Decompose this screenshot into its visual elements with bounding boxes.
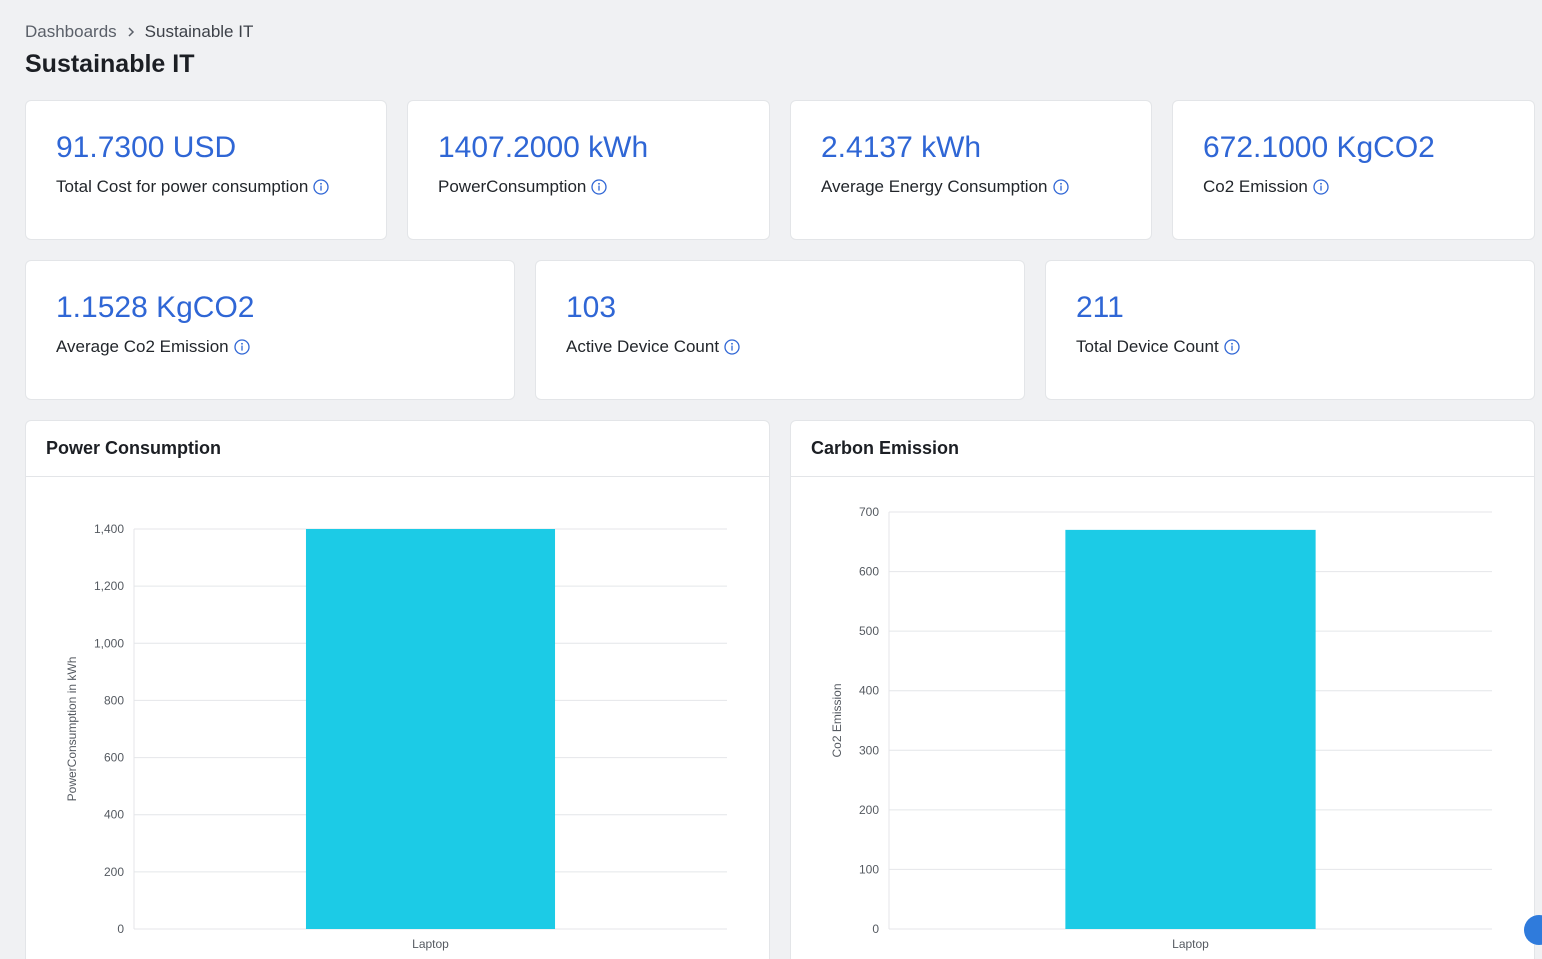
kpi-label: Total Cost for power consumption [56, 177, 309, 196]
kpi-label-row: Co2 Emission [1203, 177, 1329, 197]
y-tick-label: 1,000 [94, 636, 124, 650]
kpi-label: Co2 Emission [1203, 177, 1308, 196]
y-tick-label: 1,400 [94, 522, 124, 536]
y-tick-label: 100 [859, 862, 879, 876]
info-circle-icon[interactable] [591, 179, 608, 195]
info-circle-icon[interactable] [724, 339, 740, 355]
kpi-card-average-energy: 2.4137 kWh Average Energy Consumption [790, 100, 1152, 240]
info-circle-icon[interactable] [1052, 179, 1069, 195]
info-circle-icon[interactable] [1224, 339, 1240, 355]
kpi-label: Active Device Count [566, 337, 720, 356]
breadcrumb-dashboards-link[interactable]: Dashboards [25, 22, 117, 41]
y-tick-label: 500 [859, 624, 879, 638]
kpi-label-row: Average Co2 Emission [56, 337, 250, 357]
power-consumption-chart-card: Power Consumption 0 200 400 600 800 1,000 1,20… [25, 420, 770, 959]
chevron-right-icon [128, 27, 134, 37]
y-tick-label: 200 [104, 865, 124, 879]
breadcrumb: Dashboards Sustainable IT [25, 22, 253, 42]
power-consumption-chart: 0 200 400 600 800 1,000 1,200 1,400 Laptop PowerC… [65, 522, 727, 951]
kpi-card-active-device-count: 103 Active Device Count [535, 260, 1025, 400]
y-tick-label: 0 [117, 922, 124, 936]
y-axis-label: Co2 Emission [830, 683, 844, 757]
y-tick-label: 200 [859, 803, 879, 817]
kpi-label: Average Co2 Emission [56, 337, 229, 356]
y-tick-label: 400 [104, 808, 124, 822]
chart-header: Carbon Emission [791, 421, 1534, 477]
y-tick-label: 700 [859, 505, 879, 519]
info-circle-icon[interactable] [1313, 179, 1329, 195]
info-circle-icon[interactable] [233, 339, 250, 355]
carbon-emission-chart-card: Carbon Emission 0 100 200 300 400 500 600 700 La… [790, 420, 1535, 959]
x-tick-label: Laptop [1172, 937, 1209, 951]
kpi-value: 2.4137 kWh [821, 131, 982, 164]
y-tick-label: 300 [859, 743, 879, 757]
y-tick-label: 600 [104, 751, 124, 765]
kpi-card-total-device-count: 211 Total Device Count [1045, 260, 1535, 400]
kpi-label: Total Device Count [1076, 337, 1219, 356]
kpi-card-average-co2: 1.1528 KgCO2 Average Co2 Emission [25, 260, 515, 400]
page-title: Sustainable IT [25, 50, 195, 78]
chart-title: Carbon Emission [811, 438, 960, 458]
help-fab-button[interactable] [1524, 915, 1542, 945]
y-tick-label: 400 [859, 684, 879, 698]
kpi-label-row: Active Device Count [566, 337, 740, 357]
kpi-value: 211 [1076, 291, 1124, 324]
y-tick-label: 1,200 [94, 579, 124, 593]
kpi-label-row: Average Energy Consumption [821, 177, 1069, 197]
kpi-label-row: Total Device Count [1076, 337, 1240, 357]
kpi-label-row: PowerConsumption [438, 177, 608, 197]
breadcrumb-current: Sustainable IT [144, 22, 254, 41]
kpi-value: 1.1528 KgCO2 [56, 291, 255, 324]
bar [1065, 529, 1316, 929]
kpi-label: PowerConsumption [438, 177, 587, 196]
kpi-value: 672.1000 KgCO2 [1203, 131, 1435, 164]
kpi-card-total-cost: 91.7300 USD Total Cost for power consump… [25, 100, 387, 240]
y-tick-label: 600 [859, 565, 879, 579]
kpi-card-co2-emission: 672.1000 KgCO2 Co2 Emission [1172, 100, 1535, 240]
chart-header: Power Consumption [26, 421, 769, 477]
kpi-value: 91.7300 USD [56, 131, 237, 164]
chart-title: Power Consumption [46, 438, 221, 458]
info-circle-icon[interactable] [313, 179, 329, 195]
kpi-value: 103 [566, 291, 617, 324]
bar [305, 529, 556, 929]
kpi-label: Average Energy Consumption [821, 177, 1048, 196]
y-tick-label: 0 [872, 922, 879, 936]
x-tick-label: Laptop [412, 937, 449, 951]
kpi-value: 1407.2000 kWh [438, 131, 649, 164]
y-tick-label: 800 [104, 693, 124, 707]
y-axis-label: PowerConsumption in kWh [65, 657, 79, 802]
carbon-emission-chart: 0 100 200 300 400 500 600 700 Laptop Co2 Emission [830, 505, 1492, 951]
kpi-label-row: Total Cost for power consumption [56, 177, 329, 197]
kpi-card-power-consumption: 1407.2000 kWh PowerConsumption [407, 100, 770, 240]
